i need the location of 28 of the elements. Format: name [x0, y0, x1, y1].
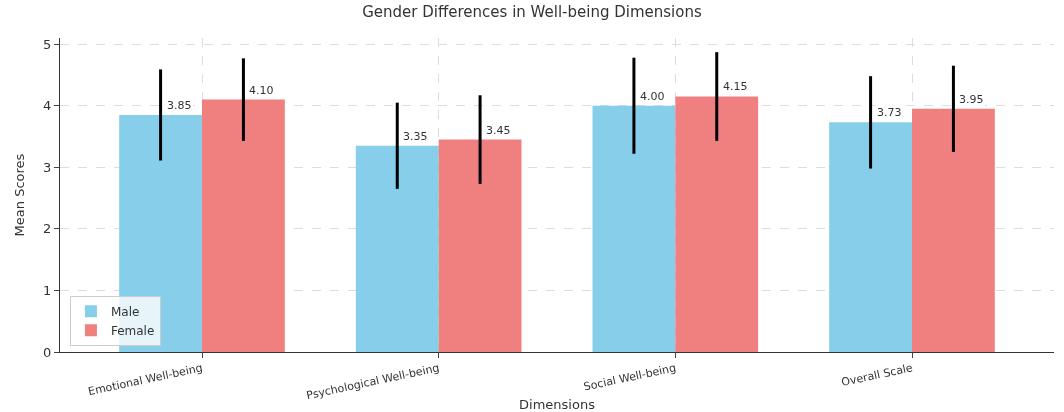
bar — [438, 139, 522, 352]
y-tick-label: 3 — [43, 159, 52, 175]
y-axis-title: Mean Scores — [12, 153, 27, 237]
y-tick-label: 0 — [43, 344, 52, 360]
y-tick-label: 4 — [43, 98, 52, 114]
x-axis-title: Dimensions — [519, 397, 596, 412]
y-tick-label: 2 — [43, 221, 52, 237]
bar — [912, 108, 995, 352]
data-label: 3.73 — [877, 106, 902, 119]
x-tick-label: Overall Scale — [840, 361, 914, 390]
data-label: 3.85 — [167, 99, 192, 112]
chart-title: Gender Differences in Well-being Dimensions — [362, 2, 702, 21]
data-label: 4.00 — [640, 90, 665, 103]
y-tick-label: 1 — [43, 282, 52, 298]
legend-label: Male — [110, 304, 140, 319]
y-tick-label: 5 — [43, 36, 52, 52]
bar — [829, 122, 912, 352]
data-label: 3.95 — [959, 93, 984, 106]
bar — [355, 145, 439, 352]
data-label: 3.35 — [403, 130, 428, 143]
x-tick-label: Social Well-being — [582, 361, 678, 394]
data-label: 4.10 — [249, 84, 274, 97]
bar — [675, 96, 759, 352]
legend-label: Female — [110, 323, 155, 338]
data-label: 3.45 — [486, 124, 511, 137]
data-label: 4.15 — [723, 80, 748, 93]
bar — [592, 105, 676, 352]
bar — [202, 99, 285, 352]
